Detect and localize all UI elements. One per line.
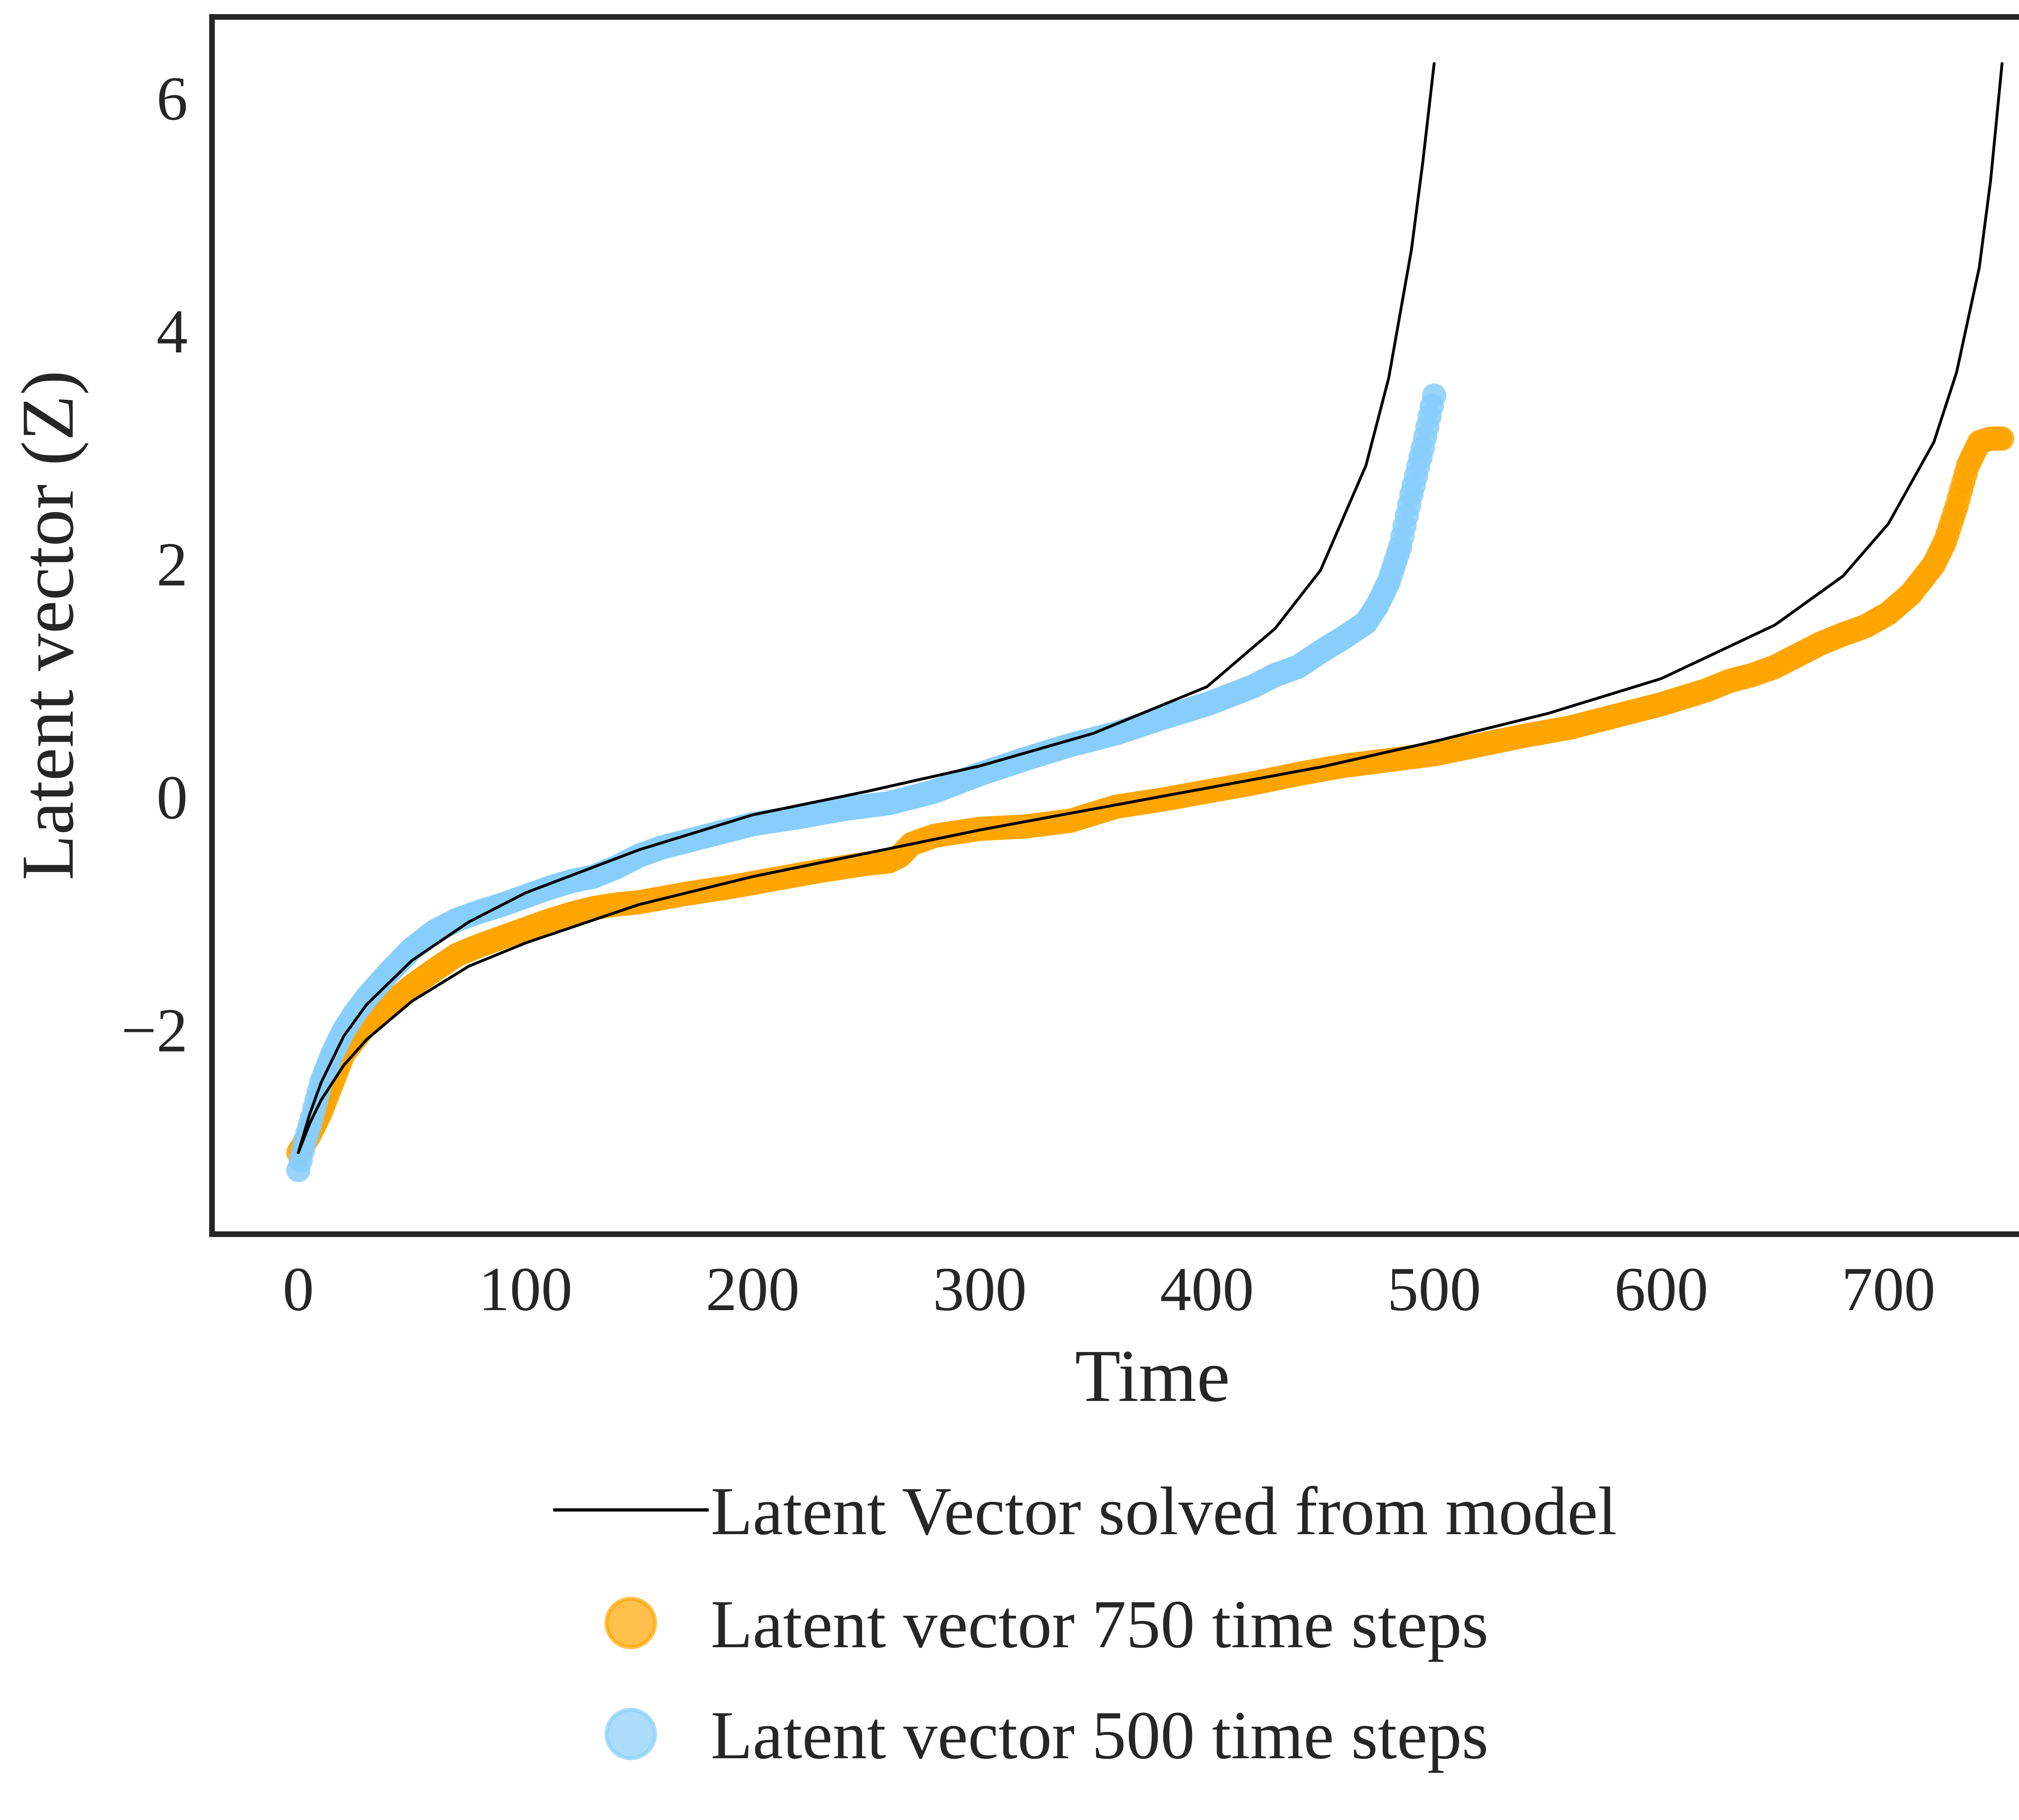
- y-tick-label: 6: [157, 64, 188, 133]
- model-line-0: [297, 62, 1436, 1154]
- legend-label-750: Latent vector 750 time steps: [711, 1586, 1488, 1662]
- legend: Latent Vector solved from model Latent v…: [553, 1473, 1617, 1773]
- series-layer: [286, 62, 2014, 1183]
- legend-marker-750-icon: [604, 1597, 657, 1649]
- legend-label-500: Latent vector 500 time steps: [711, 1697, 1488, 1773]
- series-1-points: [286, 426, 2014, 1165]
- x-tick-label: 500: [1387, 1254, 1481, 1324]
- x-tick-label: 400: [1160, 1254, 1254, 1324]
- x-tick-labels: 0 100 200 300 400 500 600 700: [283, 1254, 1935, 1324]
- x-tick-label: 200: [706, 1254, 800, 1324]
- data-point: [1422, 383, 1446, 408]
- legend-label-model: Latent Vector solved from model: [711, 1473, 1617, 1549]
- y-axis-label: Latent vector (Z): [6, 370, 89, 880]
- x-axis-label: Time: [1075, 1335, 1230, 1417]
- y-tick-label: 2: [157, 530, 188, 599]
- legend-marker-500-icon: [604, 1708, 657, 1760]
- y-tick-label: 0: [157, 763, 188, 832]
- data-point: [1990, 426, 2014, 451]
- model-line-1: [297, 62, 2004, 1154]
- x-tick-label: 100: [479, 1254, 573, 1324]
- y-tick-label: 4: [157, 297, 188, 366]
- x-tick-label: 700: [1841, 1254, 1935, 1324]
- x-tick-label: 600: [1614, 1254, 1708, 1324]
- plot-frame: [209, 14, 2019, 1237]
- x-tick-label: 0: [283, 1254, 314, 1324]
- y-tick-label: −2: [121, 996, 188, 1065]
- y-tick-labels: −2 0 2 4 6: [121, 64, 188, 1065]
- x-tick-label: 300: [933, 1254, 1027, 1324]
